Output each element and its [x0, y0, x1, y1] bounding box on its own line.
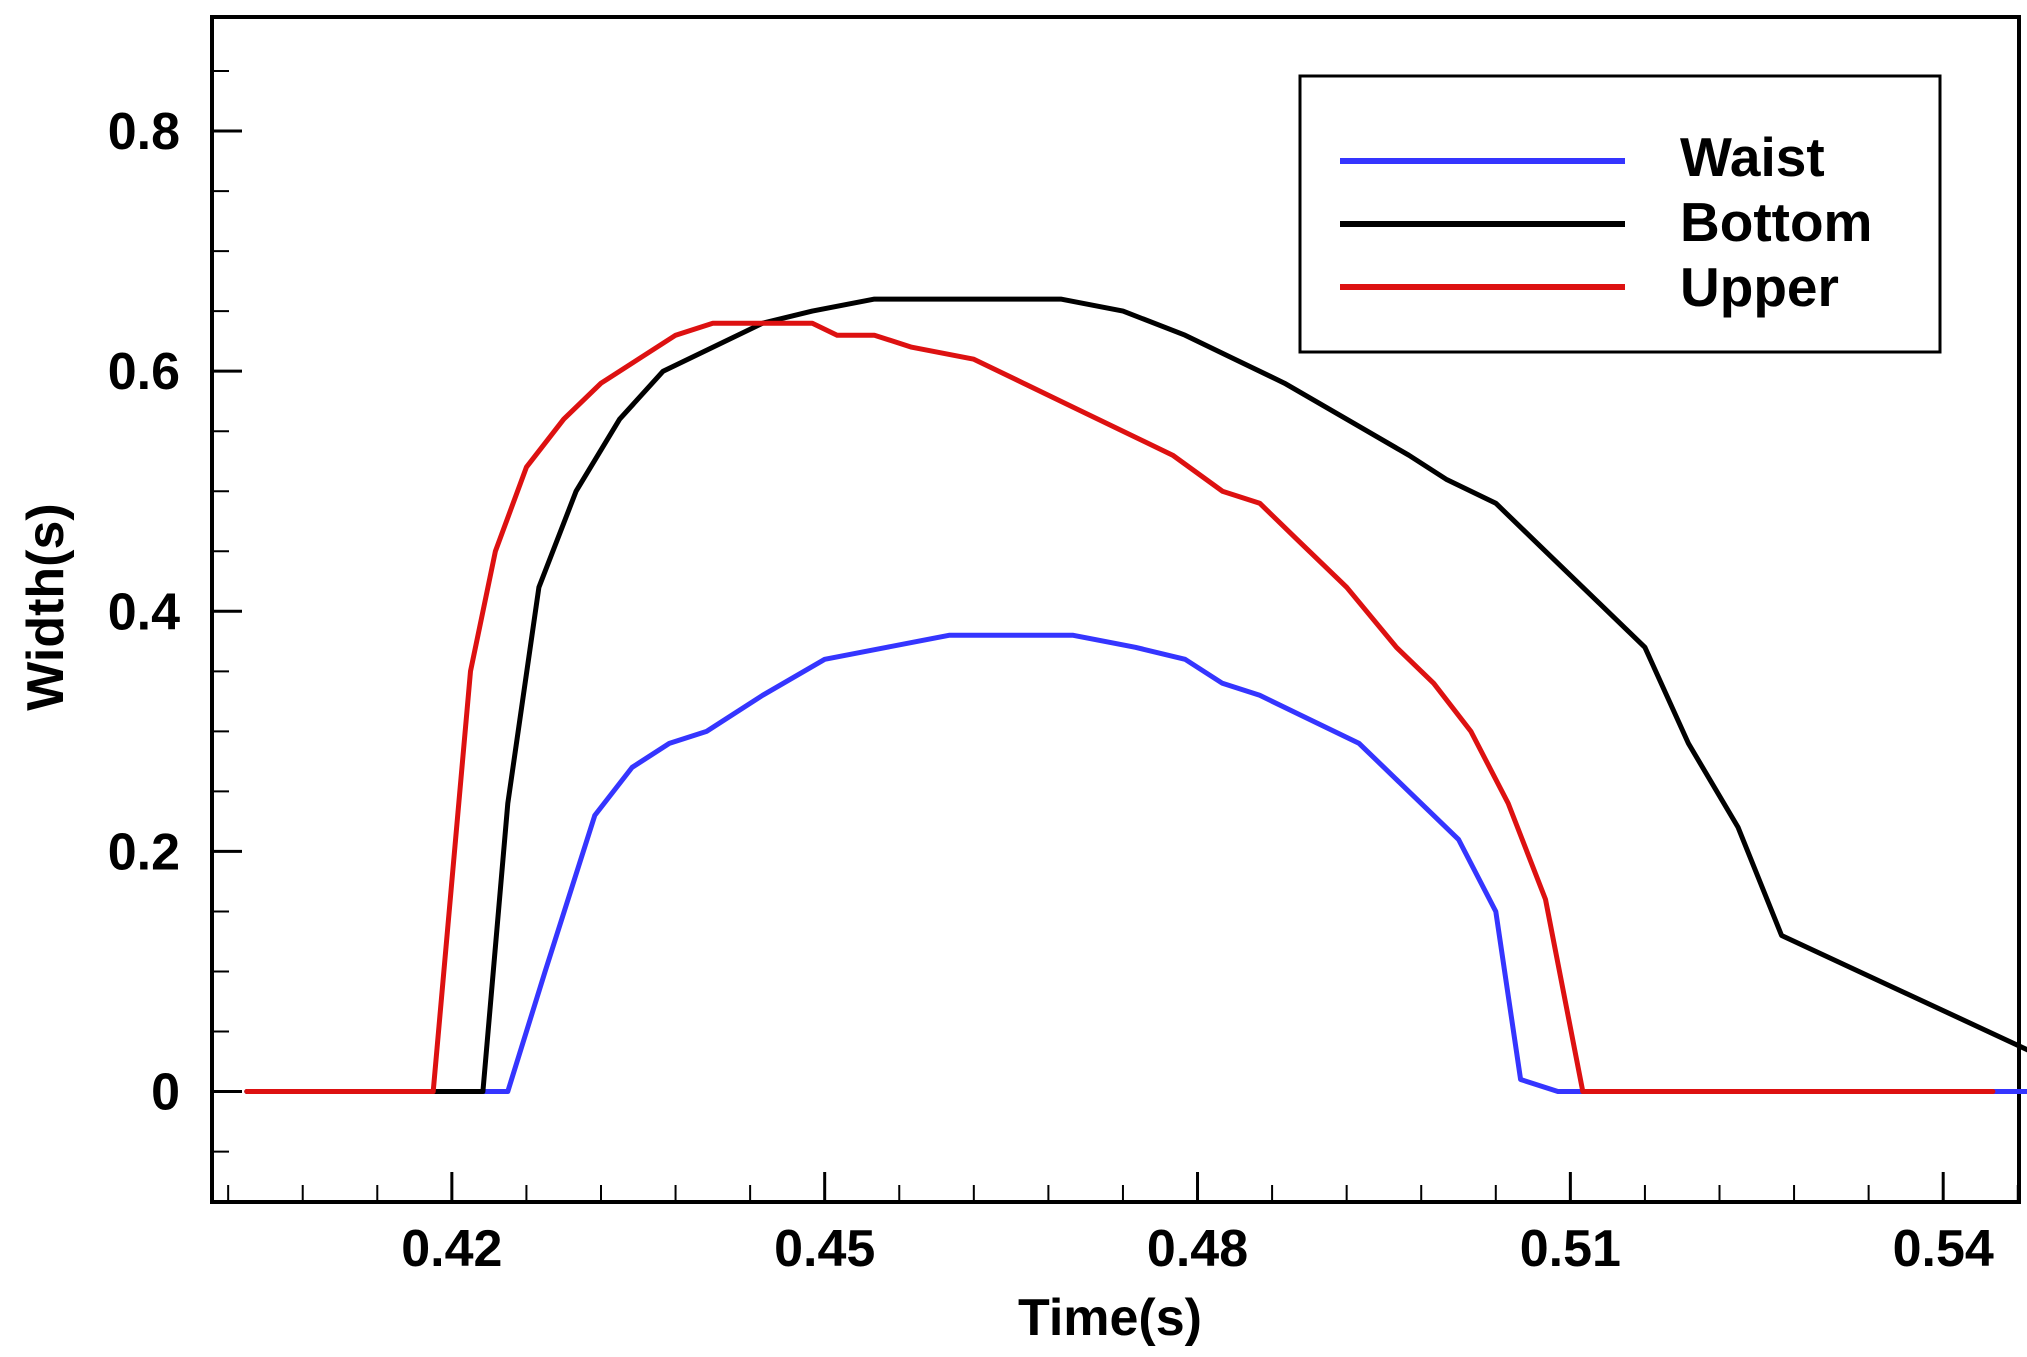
- y-tick-label: 0.6: [108, 343, 180, 401]
- y-axis-tick-labels: 0 0.2 0.4 0.6 0.8: [108, 103, 180, 1121]
- x-tick-label: 0.51: [1520, 1220, 1621, 1278]
- x-axis-tick-labels: 0.42 0.45 0.48 0.51 0.54: [401, 1220, 1994, 1278]
- y-tick-label: 0.2: [108, 823, 180, 881]
- legend: Waist Bottom Upper: [1298, 74, 1942, 354]
- legend-box: [1298, 74, 1942, 354]
- y-tick-label: 0.4: [108, 583, 180, 641]
- legend-label-bottom: Bottom: [1680, 191, 1872, 253]
- axis-ticks: [212, 70, 2019, 1202]
- x-tick-label: 0.54: [1893, 1220, 1994, 1278]
- series-lines: [244, 296, 2027, 1094]
- x-tick-label: 0.45: [774, 1220, 875, 1278]
- x-tick-label: 0.42: [401, 1220, 502, 1278]
- x-tick-label: 0.48: [1147, 1220, 1248, 1278]
- x-axis-label: Time(s): [1018, 1289, 1202, 1347]
- series-line-bottom: [244, 296, 2027, 1094]
- y-tick-label: 0.8: [108, 103, 180, 161]
- legend-label-waist: Waist: [1680, 126, 1825, 188]
- plot-area-frame: [210, 15, 2021, 1204]
- y-tick-label: 0: [151, 1064, 180, 1122]
- legend-label-upper: Upper: [1680, 256, 1839, 318]
- series-line-waist: [244, 632, 2027, 1094]
- series-line-upper: [244, 320, 1996, 1094]
- y-axis-label: Width(s): [17, 503, 75, 710]
